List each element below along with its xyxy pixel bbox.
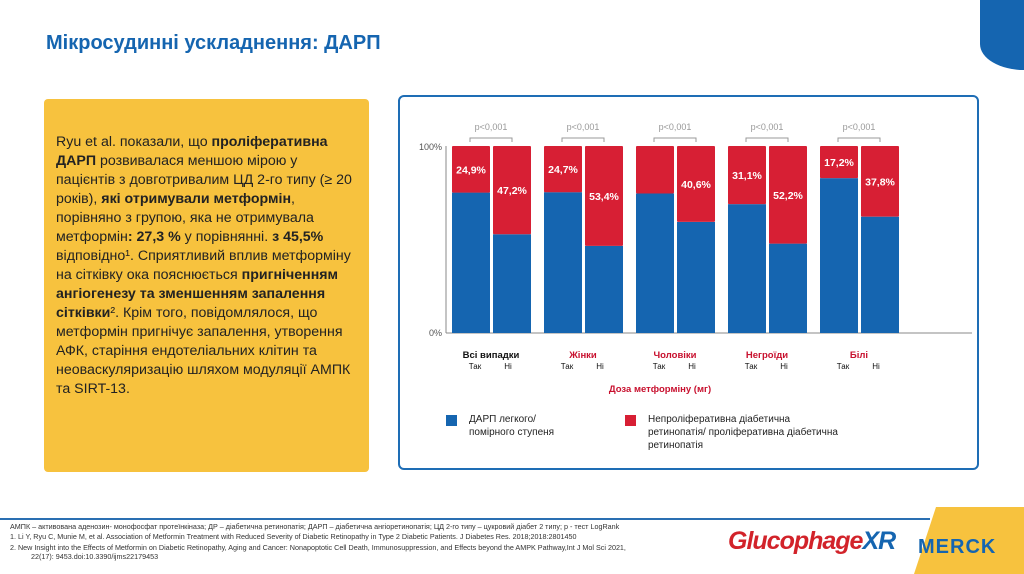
- panel-text-run: відповідно¹. Сприятливий вплив метформін…: [56, 248, 351, 283]
- bar-segment-proliferative: [820, 146, 858, 179]
- x-tick-label: Так: [837, 362, 850, 371]
- merck-logo: MERCK: [918, 536, 997, 558]
- data-label: 24,7%: [548, 164, 578, 176]
- summary-panel: Ryu et al. показали, що проліферативна Д…: [44, 99, 369, 472]
- data-label: 24,9%: [456, 164, 486, 176]
- data-label: 53,4%: [589, 191, 619, 203]
- x-tick-label: Так: [653, 362, 666, 371]
- footer-divider: [0, 518, 930, 520]
- y-tick-label: 0%: [429, 328, 442, 338]
- legend-label: ретинопатія/ проліферативна діабетична: [648, 426, 838, 438]
- data-label: 31,1%: [732, 170, 762, 182]
- x-tick-label: Ні: [596, 362, 604, 371]
- bar-segment-mild: [636, 193, 674, 333]
- bar-segment-proliferative: [544, 146, 582, 193]
- x-tick-label: Так: [745, 362, 758, 371]
- bar-segment-mild: [728, 204, 766, 333]
- bar-segment-proliferative: [585, 146, 623, 246]
- significance-bracket: [653, 137, 697, 142]
- bar-segment-mild: [493, 234, 531, 333]
- bar-segment-mild: [544, 192, 582, 333]
- legend-label: ДАРП легкого/: [469, 414, 536, 425]
- chart-panel: 100% 0% 24,9% Так 47,2% Ні p<0,001 Всі випадки 2…: [398, 95, 979, 470]
- panel-text-run: : 27,3 %: [127, 229, 181, 245]
- panel-text-run: у порівнянні.: [180, 229, 273, 245]
- group-label: Негроїди: [746, 350, 788, 361]
- x-tick-label: Так: [561, 362, 574, 371]
- corner-decoration: [980, 0, 1024, 70]
- reference-2-cont: 22(17): 9453.doi:10.3390/ijms22179453: [31, 552, 159, 561]
- panel-text-run: проліферативна ДАРП: [56, 134, 328, 169]
- y-tick-label: 100%: [419, 142, 442, 152]
- data-label: 17,2%: [824, 157, 854, 169]
- bar-segment-proliferative: [677, 146, 715, 222]
- page-title: Мікросудинні ускладнення: ДАРП: [46, 32, 381, 54]
- group-label: Жінки: [568, 350, 597, 361]
- significance-bracket: [837, 137, 881, 142]
- significance-bracket: [745, 137, 789, 142]
- bar-segment-proliferative: [452, 146, 490, 193]
- bar-segment-mild: [452, 192, 490, 333]
- bar-segment-proliferative: [636, 146, 674, 194]
- reference-1: 1. Li Y, Ryu C, Munie M, et al. Associat…: [10, 532, 577, 541]
- bar-segment-proliferative: [728, 146, 766, 205]
- data-label: 37,8%: [865, 176, 895, 188]
- reference-2: 2. New Insight into the Effects of Metfo…: [10, 543, 626, 552]
- panel-text-run: які отримували метформін: [101, 191, 292, 207]
- p-value: p<0,001: [475, 122, 508, 132]
- group-label: Білі: [850, 350, 868, 361]
- bar-segment-mild: [585, 245, 623, 333]
- data-label: 47,2%: [497, 185, 527, 197]
- bar-segment-mild: [677, 221, 715, 333]
- p-value: p<0,001: [843, 122, 876, 132]
- x-axis-title: Доза метформіну (мг): [609, 384, 711, 395]
- glucophage-logo: GlucophageXR: [728, 527, 896, 555]
- panel-text-run: розвивалася меншою мірою у пацієнтів з д…: [56, 153, 352, 207]
- x-tick-label: Так: [469, 362, 482, 371]
- legend-label: помірного ступеня: [469, 427, 554, 438]
- bar-segment-mild: [861, 216, 899, 333]
- x-tick-label: Ні: [872, 362, 880, 371]
- panel-text-run: , порівняно з групою, яка не отримувала …: [56, 191, 314, 245]
- group-label: Всі випадки: [463, 350, 520, 361]
- bar-segment-proliferative: [861, 146, 899, 217]
- group-label: Чоловіки: [653, 350, 696, 361]
- bar-segment-proliferative: [493, 146, 531, 235]
- panel-text-run: Ryu et al. показали, що: [56, 134, 212, 150]
- panel-text-run: пригніченням ангіогенезу та зменшенням з…: [56, 267, 339, 321]
- p-value: p<0,001: [659, 122, 692, 132]
- legend-label: ретинопатія: [648, 440, 703, 451]
- panel-text-run: ². Крім того, повідомлялося, що метформі…: [56, 305, 351, 397]
- data-label: 40,6%: [681, 179, 711, 191]
- p-value: p<0,001: [567, 122, 600, 132]
- x-tick-label: Ні: [504, 362, 512, 371]
- legend-label: Непроліферативна діабетична: [648, 413, 791, 425]
- legend-swatch: [625, 415, 636, 426]
- x-tick-label: Ні: [780, 362, 788, 371]
- bar-segment-mild: [820, 178, 858, 333]
- legend-swatch: [446, 415, 457, 426]
- abbreviations: АМПК – активована аденозин- монофосфат п…: [10, 522, 620, 531]
- data-label: 52,2%: [773, 190, 803, 202]
- stacked-bar-chart: 100% 0% 24,9% Так 47,2% Ні p<0,001 Всі випадки 2…: [419, 122, 972, 451]
- significance-bracket: [469, 137, 513, 142]
- bar-segment-mild: [769, 243, 807, 333]
- panel-text-run: з 45,5%: [272, 229, 324, 245]
- bar-segment-proliferative: [769, 146, 807, 244]
- p-value: p<0,001: [751, 122, 784, 132]
- x-tick-label: Ні: [688, 362, 696, 371]
- significance-bracket: [561, 137, 605, 142]
